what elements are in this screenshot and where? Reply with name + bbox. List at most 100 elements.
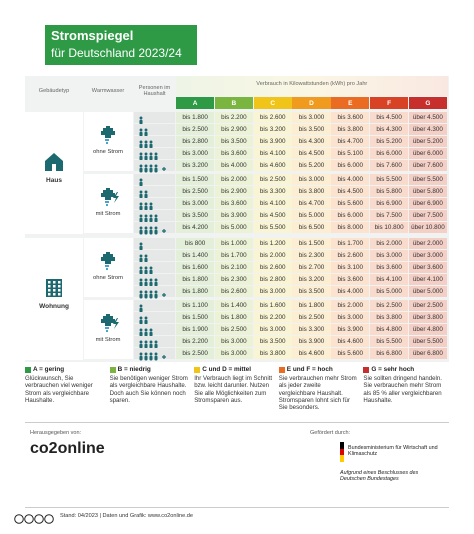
- consumption-cell: über 7.500: [408, 210, 447, 221]
- consumption-cell: bis 2.500: [253, 174, 292, 185]
- grade-header: E: [331, 97, 370, 109]
- consumption-cell: bis 1.800: [214, 312, 253, 323]
- consumption-cell: bis 3.600: [214, 198, 253, 209]
- persons-cell: [134, 198, 175, 209]
- building-icon: [43, 151, 65, 173]
- persons-icon-svg: [139, 266, 153, 275]
- persons-icon: [137, 263, 169, 275]
- consumption-cell: bis 5.100: [331, 148, 370, 159]
- col-header: Verbrauch in Kilowattstunden (kWh) pro J…: [256, 80, 368, 87]
- consumption-cell: über 4.100: [408, 274, 447, 285]
- persons-icon: [137, 349, 169, 361]
- consumption-cell: über 6.800: [408, 348, 447, 359]
- building-cell: [25, 112, 83, 234]
- subtitle: für Deutschland 2023/24: [51, 46, 182, 60]
- legend-text: Ihr Verbrauch liegt im Schnitt bzw. leic…: [194, 375, 273, 404]
- consumption-cell: bis 2.500: [370, 300, 409, 311]
- grade-header: F: [370, 97, 409, 109]
- col-header: Personen im Haushalt: [138, 84, 171, 97]
- persons-icon-svg: [139, 202, 153, 211]
- persons-cell: [134, 210, 175, 221]
- consumption-cell: bis 3.900: [331, 324, 370, 335]
- persons-icon: [137, 251, 169, 263]
- consumption-cell: über 3.000: [408, 250, 447, 261]
- consumption-cell: bis 1.200: [253, 238, 292, 249]
- persons-cell: [134, 222, 175, 233]
- consumption-cell: bis 3.900: [292, 336, 331, 347]
- persons-cell: [134, 186, 175, 197]
- consumption-cell: bis 1.400: [214, 300, 253, 311]
- persons-icon: [137, 187, 169, 199]
- persons-icon-svg: [139, 304, 143, 313]
- consumption-cell: bis 2.000: [214, 174, 253, 185]
- consumption-cell: bis 1.100: [176, 300, 215, 311]
- consumption-cell: bis 4.600: [292, 348, 331, 359]
- consumption-cell: bis 2.500: [176, 348, 215, 359]
- consumption-cell: über 2.500: [408, 300, 447, 311]
- persons-cell: [134, 286, 175, 297]
- building-icon-svg: [46, 279, 62, 297]
- consumption-cell: bis 6.900: [370, 198, 409, 209]
- consumption-cell: bis 4.500: [331, 186, 370, 197]
- sponsor-label: Gefördert durch:: [310, 430, 351, 436]
- consumption-cell: bis 2.300: [214, 274, 253, 285]
- consumption-cell: bis 10.800: [370, 222, 409, 233]
- grade-header: A: [176, 97, 215, 109]
- persons-cell: [134, 312, 175, 323]
- consumption-cell: bis 3.600: [331, 112, 370, 123]
- consumption-cell: bis 3.000: [176, 148, 215, 159]
- persons-icon-svg: [139, 278, 158, 287]
- consumption-cell: bis 4.100: [370, 274, 409, 285]
- consumption-cell: bis 5.500: [370, 174, 409, 185]
- persons-icon-svg: [139, 254, 148, 263]
- consumption-cell: bis 3.800: [292, 186, 331, 197]
- legend-swatch: [25, 367, 31, 373]
- persons-icon-svg: [139, 226, 166, 235]
- consumption-cell: bis 3.500: [253, 336, 292, 347]
- water-icon-svg: [101, 314, 119, 332]
- legend-label: B = niedrig: [117, 366, 151, 373]
- grade-header: D: [292, 97, 331, 109]
- water-cell: [84, 300, 133, 359]
- persons-icon-svg: [139, 340, 158, 349]
- grade-header: C: [253, 97, 292, 109]
- consumption-cell: bis 5.800: [370, 186, 409, 197]
- col-header: Gebäudetyp: [38, 87, 70, 94]
- consumption-cell: bis 3.000: [292, 112, 331, 123]
- consumption-cell: bis 2.800: [176, 136, 215, 147]
- water-cell: [84, 174, 133, 233]
- consumption-cell: über 4.300: [408, 124, 447, 135]
- persons-icon-svg: [139, 164, 166, 173]
- consumption-cell: bis 3.000: [370, 250, 409, 261]
- consumption-cell: über 2.000: [408, 238, 447, 249]
- persons-cell: [134, 160, 175, 171]
- consumption-cell: über 7.600: [408, 160, 447, 171]
- legend-label: E und F = hoch: [286, 366, 333, 373]
- title: Stromspiegel: [51, 28, 134, 43]
- consumption-cell: bis 1.600: [253, 300, 292, 311]
- persons-icon: [137, 149, 169, 161]
- consumption-cell: bis 5.200: [370, 136, 409, 147]
- license-icons-svg: [14, 514, 54, 524]
- consumption-cell: bis 4.600: [253, 160, 292, 171]
- consumption-cell: bis 5.000: [370, 286, 409, 297]
- persons-cell: [134, 112, 175, 123]
- persons-cell: [134, 136, 175, 147]
- consumption-cell: bis 2.700: [292, 262, 331, 273]
- persons-icon: [137, 199, 169, 211]
- consumption-cell: bis 1.600: [176, 262, 215, 273]
- consumption-cell: bis 4.300: [370, 124, 409, 135]
- legend-label: G = sehr hoch: [371, 366, 415, 373]
- grade-header: B: [214, 97, 253, 109]
- consumption-cell: bis 1.800: [292, 300, 331, 311]
- consumption-cell: bis 1.800: [176, 112, 215, 123]
- consumption-cell: bis 5.600: [331, 348, 370, 359]
- consumption-cell: über 5.200: [408, 136, 447, 147]
- consumption-cell: bis 2.000: [253, 250, 292, 261]
- consumption-cell: bis 3.100: [331, 262, 370, 273]
- consumption-cell: bis 8.000: [331, 222, 370, 233]
- persons-icon-svg: [139, 316, 148, 325]
- consumption-cell: über 4.500: [408, 112, 447, 123]
- consumption-cell: bis 2.200: [253, 312, 292, 323]
- consumption-cell: bis 3.000: [253, 286, 292, 297]
